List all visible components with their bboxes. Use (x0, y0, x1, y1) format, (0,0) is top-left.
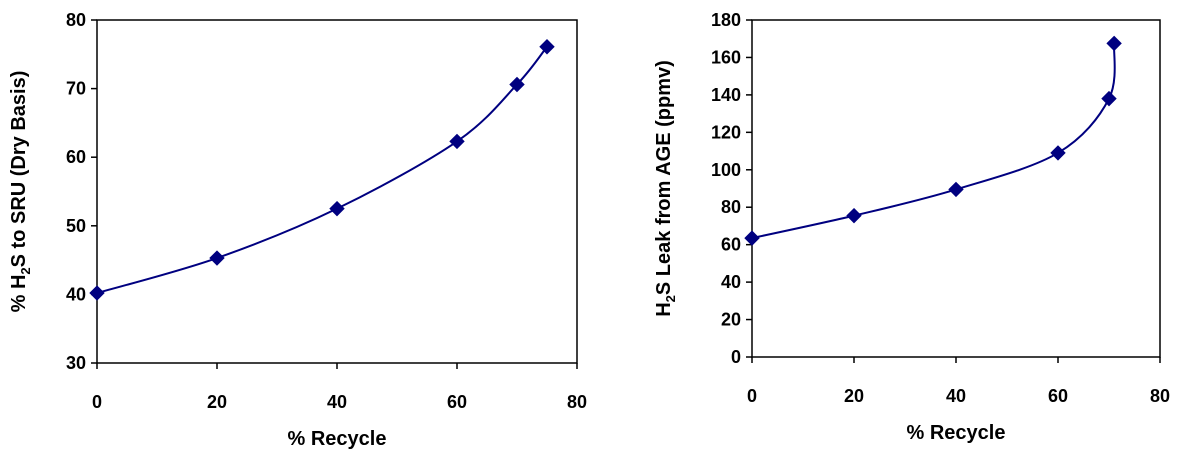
y-tick-label: 120 (711, 122, 741, 142)
chart-1: 30 40 50 60 70 80 0 20 40 60 80 % Recycle % H2S to S… (8, 10, 587, 450)
x-tick-label: 60 (1048, 386, 1068, 406)
y-tick-label: 60 (66, 147, 86, 167)
y-tick-label: 20 (721, 310, 741, 330)
data-point-marker (209, 250, 225, 266)
series-line (751, 43, 1116, 240)
y-tick-label: 60 (721, 235, 741, 255)
y-tick-label: 40 (66, 284, 86, 304)
chart-2: 0 20 40 60 80 100 120 140 160 180 0 20 40 60 80 % Recyc… (653, 10, 1170, 444)
y-tick-label: 80 (721, 197, 741, 217)
data-point-marker (1050, 145, 1066, 161)
data-point-marker (509, 76, 525, 93)
y-tick-label: 80 (66, 10, 86, 30)
x-tick-label: 80 (1150, 386, 1170, 406)
series-line (96, 46, 548, 294)
data-point-marker (539, 39, 555, 55)
data-point-marker (948, 181, 964, 198)
x-tick-label: 20 (844, 386, 864, 406)
y-tick-label: 40 (721, 272, 741, 292)
data-point-marker (744, 230, 760, 246)
y-tick-label: 100 (711, 160, 741, 180)
data-point-marker (89, 285, 105, 301)
data-point-marker (1106, 35, 1122, 52)
x-axis-title: % Recycle (288, 428, 387, 450)
data-point-marker (449, 133, 465, 150)
y-tick-label: 0 (731, 347, 741, 367)
x-tick-label: 40 (327, 392, 347, 412)
y-axis-title: % H2S to SRU (Dry Basis) (8, 71, 33, 313)
x-tick-label: 0 (747, 386, 757, 406)
data-point-marker (1101, 90, 1117, 107)
data-point-marker (846, 207, 862, 224)
x-tick-label: 20 (207, 392, 227, 412)
x-tick-label: 0 (92, 392, 102, 412)
y-tick-label: 50 (66, 216, 86, 236)
y-tick-label: 30 (66, 353, 86, 373)
x-tick-label: 40 (946, 386, 966, 406)
y-tick-label: 160 (711, 47, 741, 67)
y-axis-title: H2S Leak from AGE (ppmv) (653, 60, 678, 317)
x-tick-label: 60 (447, 392, 467, 412)
y-tick-label: 70 (66, 79, 86, 99)
plot-frame (96, 19, 578, 364)
y-tick-label: 180 (711, 10, 741, 30)
x-axis-title: % Recycle (907, 422, 1006, 444)
x-tick-label: 80 (567, 392, 587, 412)
y-tick-label: 140 (711, 85, 741, 105)
data-point-marker (329, 200, 345, 217)
